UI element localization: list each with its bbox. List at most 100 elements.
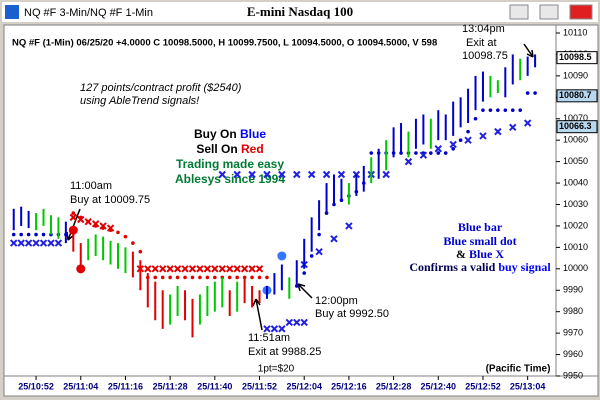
stop-x xyxy=(293,318,301,327)
annotation: Blue X xyxy=(469,247,504,261)
stop-x xyxy=(464,136,472,144)
annotation: buy signal xyxy=(498,260,551,274)
stop-dot xyxy=(34,232,38,237)
stop-dot xyxy=(503,108,508,112)
stop-dot xyxy=(153,275,158,280)
stop-x xyxy=(173,265,182,273)
stop-dot xyxy=(175,275,180,280)
stop-x xyxy=(203,265,212,273)
stop-x xyxy=(307,170,316,179)
stop-dot xyxy=(250,275,254,280)
stop-dot xyxy=(213,275,217,280)
y-tick-label: 10060 xyxy=(563,135,588,145)
stop-x xyxy=(382,170,390,179)
stop-dot xyxy=(123,234,128,239)
arrow xyxy=(252,298,263,331)
annotation: Blue small dot xyxy=(443,234,516,248)
y-tick-label: 9950 xyxy=(563,370,583,380)
annotation: & xyxy=(456,247,466,261)
stop-dot xyxy=(205,275,210,280)
stop-dot xyxy=(525,91,530,95)
stop-dot xyxy=(26,232,31,237)
window-title: NQ #F 3-Min/NQ #F 1-Min xyxy=(24,7,153,19)
stop-x xyxy=(158,265,167,273)
stop-x xyxy=(330,235,338,243)
stop-dot xyxy=(183,275,187,280)
stop-dot xyxy=(309,254,314,258)
stop-dot xyxy=(458,138,463,142)
stop-x xyxy=(188,265,197,273)
stop-x xyxy=(196,265,204,273)
annotation: Confirms a valid xyxy=(409,260,495,274)
stop-x xyxy=(248,170,256,179)
stop-x xyxy=(523,119,532,127)
stop-dot xyxy=(317,232,321,237)
stop-x xyxy=(434,145,442,153)
annotation: Trading made easy xyxy=(176,157,284,171)
maximize-button[interactable] xyxy=(539,4,559,20)
annotation: Blue xyxy=(240,127,266,141)
close-button[interactable] xyxy=(569,4,593,20)
window-buttons[interactable] xyxy=(509,4,593,20)
stop-x xyxy=(47,239,55,247)
x-tick-label: 25/13:04 xyxy=(510,381,546,391)
annotation: Red xyxy=(241,142,264,156)
stop-x xyxy=(166,265,174,273)
stop-dot xyxy=(414,151,418,155)
stop-x xyxy=(278,170,286,179)
stop-x xyxy=(404,157,413,166)
stop-x xyxy=(17,239,25,247)
stop-x xyxy=(32,239,40,247)
price-flag-label: 10098.5 xyxy=(559,52,592,62)
stop-x xyxy=(233,170,241,179)
title-bar xyxy=(2,2,598,22)
stop-dot xyxy=(138,249,143,254)
y-tick-label: 10070 xyxy=(563,113,588,123)
stop-dot xyxy=(481,108,485,112)
stop-x xyxy=(293,170,301,179)
stop-x xyxy=(248,265,256,273)
minimize-button[interactable] xyxy=(509,4,529,20)
annotation: using AbleTrend signals! xyxy=(80,95,199,107)
stop-x xyxy=(151,265,159,273)
stop-x xyxy=(345,222,353,230)
stop-x xyxy=(449,140,457,149)
y-tick-label: 9980 xyxy=(563,306,583,316)
stop-x xyxy=(263,325,271,333)
stop-x xyxy=(99,222,107,230)
stop-dot xyxy=(533,91,537,95)
plot-area xyxy=(3,24,557,377)
y-tick-label: 10110 xyxy=(563,27,587,37)
stop-x xyxy=(240,265,249,273)
annotation: 127 points/contract profit ($2540) xyxy=(80,82,242,94)
y-axis-area xyxy=(555,24,599,377)
annotation: Blue bar xyxy=(458,220,503,234)
annotation: Ablesys since 1994 xyxy=(175,172,285,186)
stop-dot xyxy=(190,275,195,280)
stop-x xyxy=(278,325,286,333)
y-tick-label: 10090 xyxy=(563,70,588,80)
stop-dot xyxy=(265,275,269,280)
stop-x xyxy=(181,265,189,273)
stop-x xyxy=(285,318,294,327)
x-tick-label: 25/10:52 xyxy=(18,381,54,391)
stop-dot xyxy=(160,275,165,280)
y-tick-label: 10040 xyxy=(563,177,588,187)
stop-x xyxy=(106,224,115,232)
y-tick-label: 10050 xyxy=(563,156,588,166)
signal-dot xyxy=(277,251,287,261)
stop-x xyxy=(24,239,33,247)
x-tick-label: 25/12:40 xyxy=(421,381,457,391)
stop-x xyxy=(509,123,517,132)
annotation: Buy On Blue xyxy=(194,127,266,141)
y-tick-label: 10000 xyxy=(563,263,588,273)
stop-x xyxy=(300,318,308,327)
annotation: 12:00pm xyxy=(315,295,358,307)
stop-dot xyxy=(235,275,239,280)
stop-x xyxy=(54,239,63,247)
stop-dot xyxy=(369,151,374,155)
stop-x xyxy=(270,325,279,333)
stop-dot xyxy=(451,146,455,151)
stop-dot xyxy=(429,151,433,155)
